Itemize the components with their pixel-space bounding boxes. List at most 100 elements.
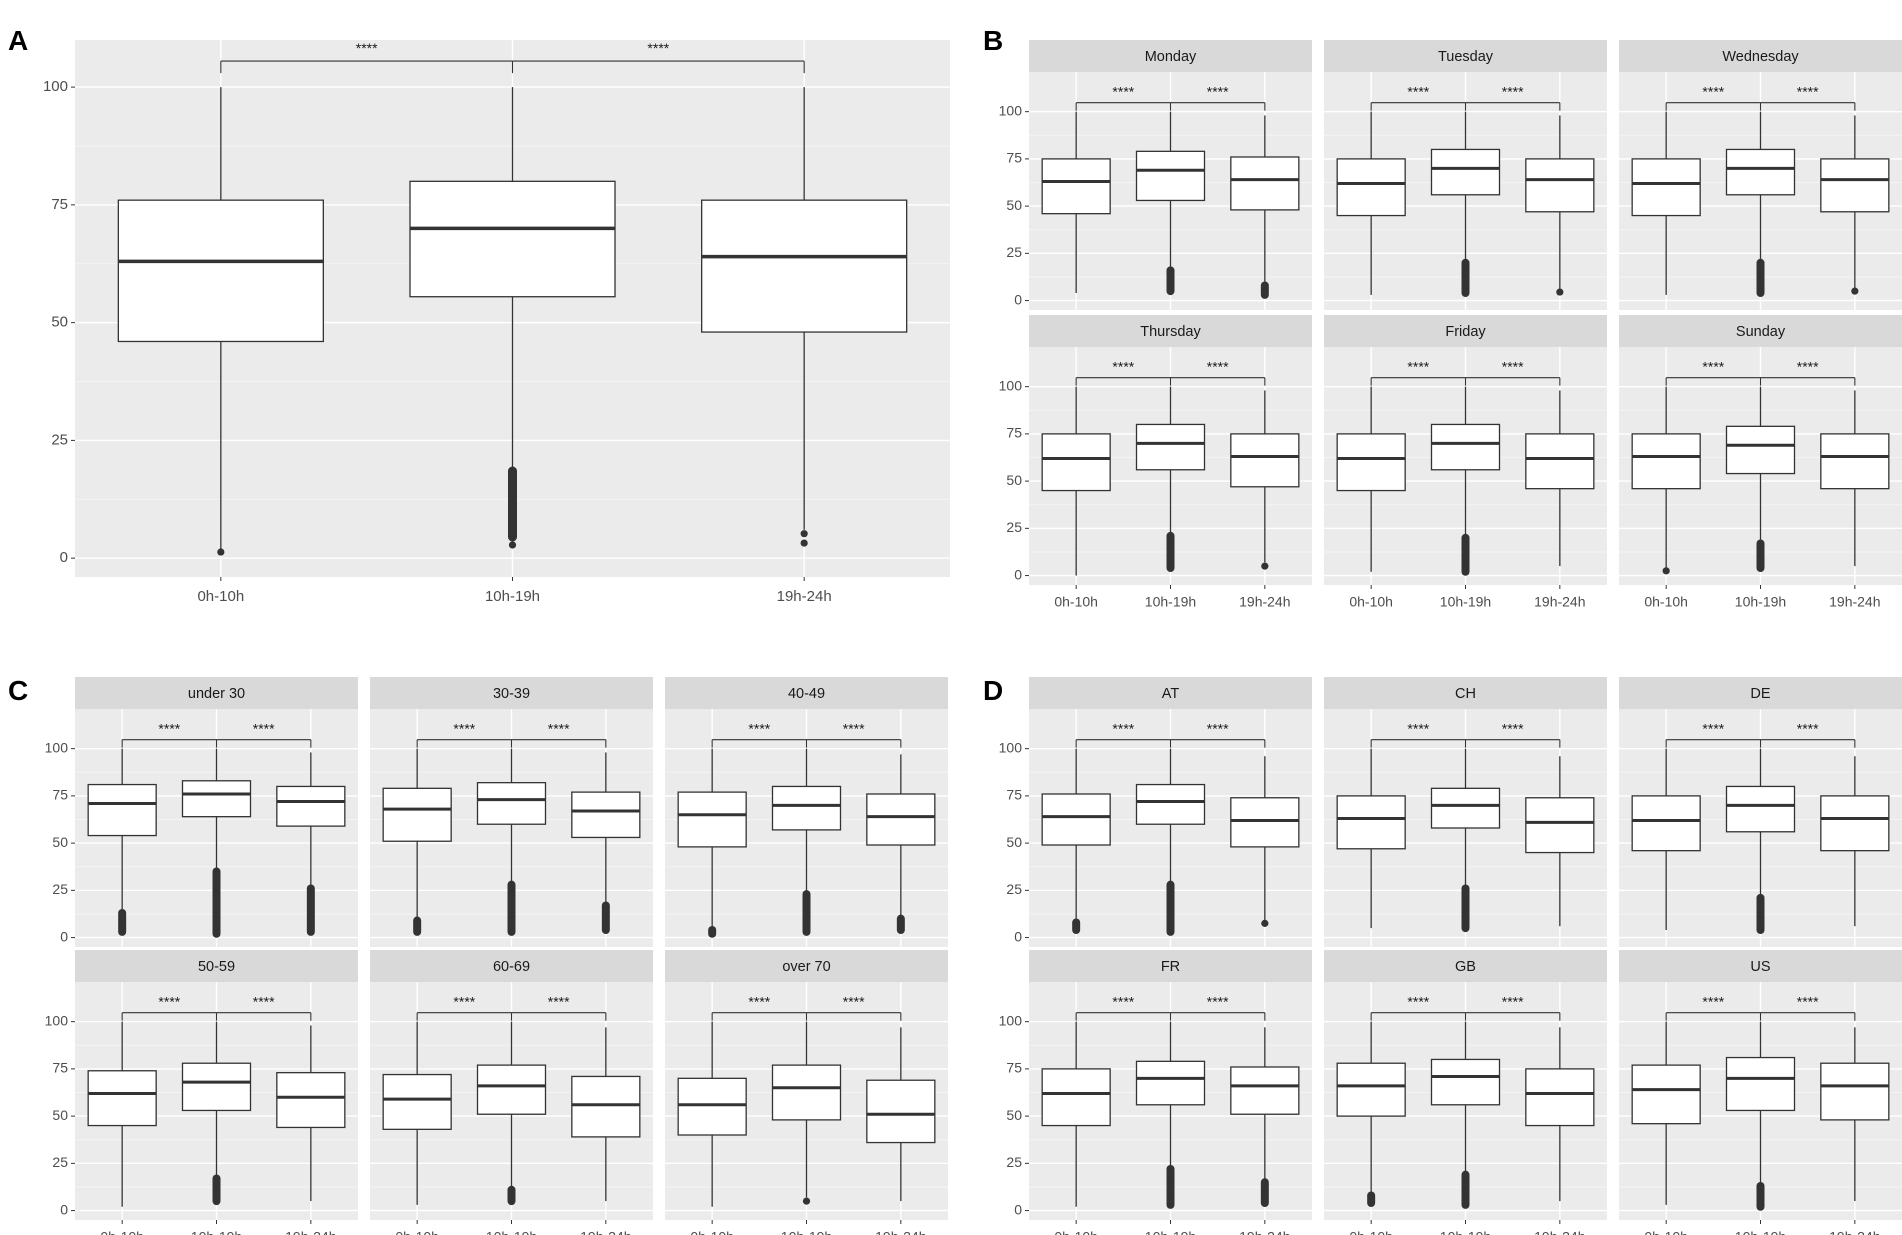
outlier-band: [601, 901, 610, 934]
significance-brackets: **** ****: [1370, 994, 1561, 1021]
significance-label: ****: [1502, 359, 1524, 375]
facet-strip-label: Tuesday: [1438, 49, 1494, 65]
box-0: [1041, 386, 1111, 576]
facet-60-69: 60-69 **** **** 0h-10h 10h-19h 19h-24h: [370, 950, 653, 1235]
box-0: [382, 1021, 452, 1205]
box-0: [87, 1021, 157, 1207]
box-iqr: [276, 785, 346, 827]
box-iqr: [866, 1079, 936, 1144]
y-tick-label: 75: [51, 196, 68, 213]
significance-label: ****: [253, 994, 275, 1010]
box-iqr: [1525, 433, 1595, 490]
significance-brackets: **** ****: [121, 994, 312, 1021]
significance-label: ****: [1502, 84, 1524, 100]
y-tick-label: 0: [1014, 1201, 1022, 1217]
x-tick-label: 10h-19h: [1145, 1229, 1196, 1235]
box-0: [382, 748, 452, 936]
facet-strip: [1619, 315, 1902, 347]
significance-label: ****: [1702, 359, 1724, 375]
significance-label: ****: [158, 721, 180, 737]
y-tick-label: 100: [45, 1012, 69, 1028]
y-tick-label: 25: [1006, 881, 1022, 897]
outlier-point: [802, 1197, 811, 1205]
outlier-band: [212, 867, 221, 938]
significance-label: ****: [647, 40, 669, 56]
outlier-band: [508, 466, 517, 542]
outlier-band: [1367, 1191, 1376, 1207]
significance-label: ****: [1112, 359, 1134, 375]
facet-strip-label: FR: [1161, 959, 1180, 975]
y-tick-label: 50: [52, 1107, 68, 1123]
significance-label: ****: [1797, 84, 1819, 100]
outlier-band: [507, 1185, 516, 1206]
x-tick-label: 0h-10h: [100, 1229, 144, 1235]
box-iqr: [1041, 793, 1111, 846]
significance-label: ****: [748, 721, 770, 737]
facet-friday: Friday **** **** 0h-10h 10h-19h 19h-24h: [1324, 315, 1607, 610]
facet-strip: [1029, 677, 1312, 709]
box-2: [276, 1025, 346, 1202]
significance-brackets: **** ****: [1665, 994, 1856, 1021]
box-iqr: [1336, 433, 1406, 492]
box-0: [1336, 111, 1406, 295]
box-0: [1336, 748, 1406, 929]
facet-strip: [75, 950, 358, 982]
x-tick-label: 10h-19h: [1440, 1229, 1491, 1235]
box-iqr: [1820, 433, 1890, 490]
box-iqr: [571, 1075, 641, 1138]
box-0: [1041, 1021, 1111, 1207]
box-2: [1230, 390, 1300, 570]
box-2: [1820, 115, 1890, 295]
box-iqr: [1525, 1068, 1595, 1127]
box-iqr: [181, 780, 252, 818]
box-iqr: [701, 199, 908, 333]
facet-strip-label: 50-59: [198, 959, 235, 975]
significance-brackets: **** ****: [1665, 359, 1856, 386]
facet-strip: [665, 950, 948, 982]
panel-label: B: [983, 25, 1003, 56]
box-iqr: [1725, 1056, 1796, 1112]
x-tick-label: 19h-24h: [1829, 594, 1880, 610]
significance-label: ****: [1702, 721, 1724, 737]
facet-strip-label: 30-39: [493, 686, 530, 702]
box-iqr: [1230, 433, 1300, 488]
outlier-band: [1461, 884, 1470, 933]
box-1: [1725, 1021, 1796, 1211]
y-tick-label: 0: [1014, 291, 1022, 307]
panel-label: D: [983, 675, 1003, 706]
box-iqr: [117, 199, 324, 343]
box-iqr: [276, 1072, 346, 1129]
y-tick-label: 0: [60, 1201, 68, 1217]
box-2: [1525, 390, 1595, 567]
box-iqr: [1820, 795, 1890, 852]
outlier-point: [508, 541, 517, 549]
significance-label: ****: [1407, 721, 1429, 737]
box-iqr: [1631, 433, 1701, 490]
box-1: [1725, 111, 1796, 297]
box-1: [1135, 748, 1206, 936]
box-1: [1430, 386, 1501, 576]
box-iqr: [87, 1070, 157, 1127]
box-0: [87, 748, 157, 936]
facet-over-70: over 70 **** **** 0h-10h 10h-19h 19h-24h: [665, 950, 948, 1235]
facet-tuesday: Tuesday **** ****: [1324, 40, 1607, 310]
box-2: [866, 754, 936, 934]
box-2: [1230, 756, 1300, 927]
significance-brackets: **** ****: [416, 721, 607, 748]
outlier-point: [217, 548, 225, 556]
box-1: [1725, 386, 1796, 572]
box-2: [1820, 1027, 1890, 1202]
outlier-point: [800, 539, 808, 547]
box-iqr: [1820, 1062, 1890, 1121]
facet-strip-label: Thursday: [1140, 324, 1201, 340]
facet-strip: [665, 677, 948, 709]
box-2: [866, 1027, 936, 1202]
box-1: [1135, 111, 1206, 296]
significance-label: ****: [843, 721, 865, 737]
x-tick-label: 19h-24h: [1239, 594, 1290, 610]
x-tick-label: 10h-19h: [191, 1229, 242, 1235]
box-iqr: [382, 787, 452, 842]
x-tick-label: 19h-24h: [1534, 594, 1585, 610]
box-2: [1230, 1027, 1300, 1207]
